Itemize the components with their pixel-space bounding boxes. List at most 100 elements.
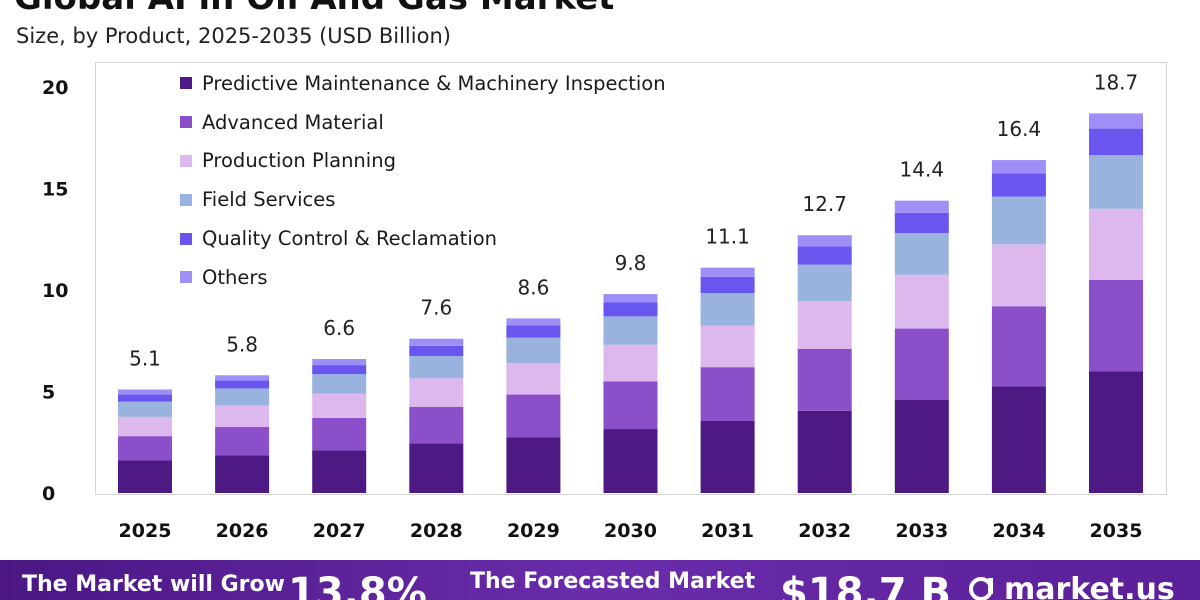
bar-total-label: 18.7: [1094, 70, 1139, 94]
bar-segment-2: [603, 381, 658, 430]
bar-segment-4: [991, 196, 1046, 245]
bar-segment-1: [506, 437, 561, 493]
bar-segment-3: [1089, 208, 1143, 280]
legend-swatch: [180, 116, 192, 129]
bar-segment-6: [312, 359, 367, 366]
chart-title: Global AI in Oil And Gas Market: [14, 0, 614, 18]
y-tick-label: 5: [42, 382, 55, 404]
bar-segment-6: [700, 267, 755, 277]
y-tick-label: 0: [42, 483, 55, 505]
bar-total-label: 9.8: [615, 251, 647, 275]
bar-total-label: 16.4: [997, 117, 1042, 141]
bar-segment-4: [312, 374, 367, 394]
bar-segment-3: [797, 301, 852, 349]
bar-segment-2: [409, 406, 464, 444]
legend-swatch: [180, 193, 192, 206]
legend-item: Field Services: [180, 180, 666, 219]
bar-segment-4: [603, 316, 658, 345]
bar-total-label: 14.4: [900, 158, 945, 182]
bar-segment-5: [603, 302, 658, 317]
bar-total-label: 5.8: [226, 332, 258, 356]
bar-segment-5: [215, 380, 270, 389]
legend-label: Others: [202, 265, 268, 289]
chart-legend: Predictive Maintenance & Machinery Inspe…: [180, 64, 666, 297]
bar-segment-2: [1089, 279, 1143, 372]
bar-segment-5: [894, 212, 949, 234]
legend-item: Others: [180, 258, 666, 297]
bar-segment-3: [506, 363, 561, 395]
footer-growth-value: 13.8%: [288, 570, 427, 600]
y-tick-label: 15: [42, 179, 68, 201]
bar-segment-3: [603, 344, 658, 382]
bar-segment-6: [215, 375, 270, 381]
bar-segment-2: [797, 348, 852, 411]
bar-segment-4: [506, 337, 561, 364]
bar-segment-2: [118, 436, 172, 461]
bar-segment-3: [409, 378, 464, 407]
legend-item: Quality Control & Reclamation: [180, 219, 666, 258]
x-tick-label: 2033: [895, 520, 948, 542]
legend-swatch: [180, 154, 192, 167]
bar-segment-6: [1089, 113, 1143, 129]
legend-item: Production Planning: [180, 142, 666, 181]
legend-label: Field Services: [202, 188, 336, 212]
footer-forecast-label: The Forecasted Market: [470, 569, 756, 594]
x-tick-label: 2035: [1090, 520, 1143, 542]
bar-segment-4: [894, 233, 949, 275]
footer-grow-label: The Market will Grow: [22, 572, 285, 597]
bar-total-label: 11.1: [705, 225, 750, 249]
bar-total-label: 5.1: [129, 346, 161, 370]
x-tick-label: 2026: [216, 520, 269, 542]
x-tick-label: 2034: [992, 520, 1045, 542]
legend-swatch: [180, 271, 192, 284]
bar-segment-5: [118, 394, 172, 402]
bar-segment-1: [1089, 371, 1143, 493]
bar-segment-5: [409, 345, 464, 356]
bar-segment-2: [312, 417, 367, 451]
bar-segment-2: [700, 367, 755, 421]
bar-segment-3: [312, 393, 367, 418]
bar-segment-2: [506, 394, 561, 438]
x-tick-label: 2025: [119, 520, 172, 542]
legend-label: Predictive Maintenance & Machinery Inspe…: [202, 71, 666, 95]
bar-segment-3: [700, 325, 755, 368]
y-tick-label: 10: [42, 280, 68, 302]
x-tick-label: 2030: [604, 520, 657, 542]
legend-item: Advanced Material: [180, 103, 666, 142]
bar-segment-3: [118, 416, 172, 437]
chart-subtitle: Size, by Product, 2025-2035 (USD Billion…: [16, 24, 451, 48]
bar-segment-3: [991, 244, 1046, 307]
bar-segment-1: [603, 429, 658, 493]
bar-segment-5: [797, 246, 852, 265]
bar-segment-6: [118, 389, 172, 395]
bar-segment-6: [894, 200, 949, 213]
market-us-logo-icon: [969, 577, 993, 600]
bar-segment-1: [894, 399, 949, 493]
bar-total-label: 6.6: [323, 316, 355, 340]
bar-segment-4: [1089, 155, 1143, 209]
bar-total-label: 7.6: [420, 296, 452, 320]
bar-segment-1: [215, 455, 270, 493]
bar-total-label: 12.7: [802, 192, 847, 216]
footer-brand: market.us: [1004, 572, 1175, 600]
bar-segment-6: [603, 294, 658, 303]
bar-segment-2: [215, 427, 270, 456]
bar-segment-6: [409, 338, 464, 346]
bar-segment-1: [797, 410, 852, 493]
bar-segment-5: [991, 173, 1046, 197]
bar-segment-1: [700, 420, 755, 493]
plot-area-frame: [95, 62, 1167, 495]
y-tick-label: 20: [42, 77, 68, 99]
footer-banner: The Market will Grow 13.8% The Forecaste…: [0, 560, 1200, 600]
legend-item: Predictive Maintenance & Machinery Inspe…: [180, 64, 666, 103]
bar-segment-1: [118, 460, 172, 493]
bar-segment-1: [312, 450, 367, 493]
bar-segment-1: [991, 386, 1046, 493]
bar-segment-3: [215, 405, 270, 428]
bar-segment-2: [991, 306, 1046, 387]
x-tick-label: 2029: [507, 520, 560, 542]
legend-swatch: [180, 77, 192, 90]
bar-total-label: 8.6: [517, 275, 549, 299]
bar-segment-4: [118, 401, 172, 417]
bar-segment-5: [312, 365, 367, 375]
